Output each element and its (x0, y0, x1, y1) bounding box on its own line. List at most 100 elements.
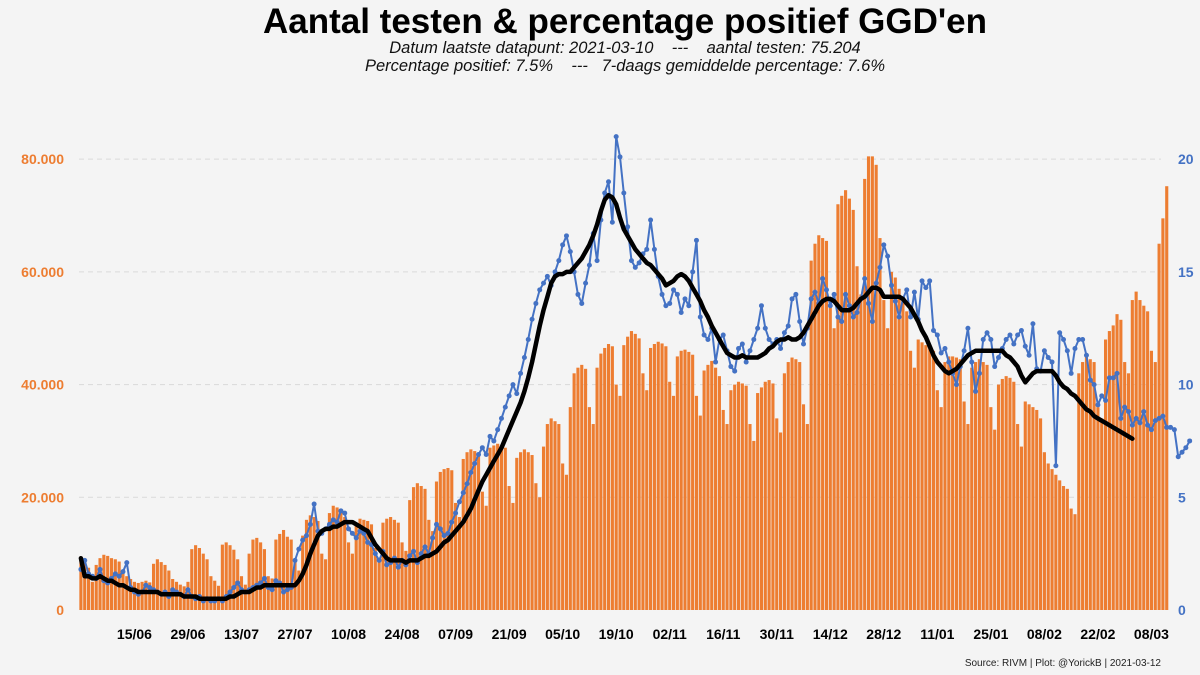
test-count-bar (660, 343, 664, 610)
percentage-positive-point (1022, 343, 1028, 349)
test-count-bar (1138, 300, 1142, 610)
test-count-bar (320, 553, 324, 610)
test-count-bar (939, 407, 943, 610)
test-count-bar (847, 198, 851, 610)
percentage-positive-point (292, 557, 298, 563)
percentage-positive-point (483, 451, 489, 457)
test-count-bar (599, 353, 603, 610)
test-count-bar (752, 440, 756, 610)
test-count-bar (1115, 314, 1119, 610)
right-axis-tick-label: 10 (1178, 377, 1194, 393)
test-count-bar (79, 556, 83, 610)
percentage-positive-point (433, 521, 439, 527)
percentage-positive-point (521, 355, 527, 361)
percentage-positive-point (1053, 463, 1059, 469)
percentage-positive-point (472, 460, 478, 466)
percentage-positive-point (349, 530, 355, 536)
test-count-bar (736, 381, 741, 610)
percentage-positive-point (1007, 332, 1013, 338)
percentage-positive-point (747, 348, 753, 354)
percentage-positive-point (766, 337, 772, 343)
percentage-positive-point (1122, 404, 1128, 410)
test-count-bar (656, 341, 660, 610)
test-count-bar (423, 488, 427, 610)
percentage-positive-point (1003, 337, 1009, 343)
test-count-bar (492, 445, 496, 610)
percentage-positive-point (705, 337, 711, 343)
test-count-bar (167, 570, 171, 610)
test-count-bar (457, 517, 461, 610)
percentage-positive-point (506, 393, 512, 399)
percentage-positive-point (1171, 427, 1177, 433)
test-count-bar (469, 449, 473, 610)
percentage-positive-point (1103, 397, 1109, 403)
test-count-bar (129, 579, 133, 610)
test-count-bar (679, 350, 683, 610)
percentage-positive-point (1087, 377, 1093, 383)
x-axis-tick-label: 15/06 (117, 626, 152, 642)
test-count-bar (155, 559, 159, 610)
test-count-bar (350, 553, 354, 610)
test-count-bar (190, 549, 194, 610)
right-axis-tick-label: 0 (1178, 602, 1186, 618)
percentage-positive-point (1133, 415, 1139, 421)
test-count-bar (289, 539, 293, 610)
percentage-positive-point (1156, 415, 1162, 421)
percentage-positive-point (456, 499, 462, 505)
x-axis-tick-label: 29/06 (170, 626, 205, 642)
test-count-bar (247, 553, 251, 610)
left-y-axis: 0 20.000 40.000 60.000 80.000 (21, 151, 64, 618)
percentage-positive-point (525, 337, 531, 343)
percentage-positive-point (1164, 424, 1170, 430)
test-count-bar (606, 344, 611, 610)
test-count-bar (549, 418, 553, 610)
test-count-bar (652, 344, 656, 610)
test-count-bar (534, 483, 538, 610)
test-count-bar (109, 558, 114, 610)
test-count-bar (1134, 291, 1138, 610)
percentage-positive-point (579, 300, 585, 306)
percentage-positive-point (797, 318, 803, 324)
test-count-bar (717, 376, 721, 610)
percentage-positive-point (636, 260, 642, 266)
x-axis-tick-label: 07/09 (438, 626, 473, 642)
percentage-positive-point (235, 580, 241, 586)
test-count-bar (1042, 452, 1046, 610)
percentage-positive-point (896, 314, 902, 320)
percentage-positive-point (1068, 370, 1074, 376)
test-count-bar (530, 455, 534, 610)
test-count-bar (1061, 486, 1066, 610)
test-count-bar (771, 383, 775, 610)
percentage-positive-point (372, 551, 378, 557)
test-count-bar (442, 469, 446, 610)
test-count-bar (1096, 407, 1100, 610)
test-count-bar (920, 342, 924, 610)
x-axis-tick-label: 10/08 (331, 626, 366, 642)
x-axis-tick-label: 16/11 (706, 626, 740, 642)
test-count-bar (572, 373, 576, 610)
test-count-bar (285, 536, 289, 610)
test-count-bar (1035, 409, 1039, 610)
test-count-bar (675, 356, 679, 610)
test-count-bar (916, 339, 920, 610)
test-count-bar (541, 446, 546, 610)
test-count-bar (836, 204, 840, 610)
test-count-bar (1153, 362, 1157, 610)
percentage-positive-point (812, 289, 818, 295)
test-count-bar (377, 559, 381, 610)
x-axis-tick-label: 08/02 (1027, 626, 1062, 642)
percentage-positive-point (449, 519, 455, 525)
test-count-bar (178, 584, 182, 610)
percentage-positive-point (1030, 321, 1036, 327)
test-count-bar (1081, 362, 1085, 610)
percentage-positive-point (831, 291, 837, 297)
test-count-bar (465, 452, 469, 610)
test-count-bar (228, 545, 232, 610)
percentage-positive-point (422, 544, 428, 550)
percentage-positive-point (342, 510, 348, 516)
test-count-bar (519, 452, 523, 610)
test-count-bar (1157, 243, 1161, 611)
percentage-positive-point (996, 355, 1002, 361)
test-count-bar (1027, 404, 1031, 610)
percentage-positive-point (931, 327, 937, 333)
